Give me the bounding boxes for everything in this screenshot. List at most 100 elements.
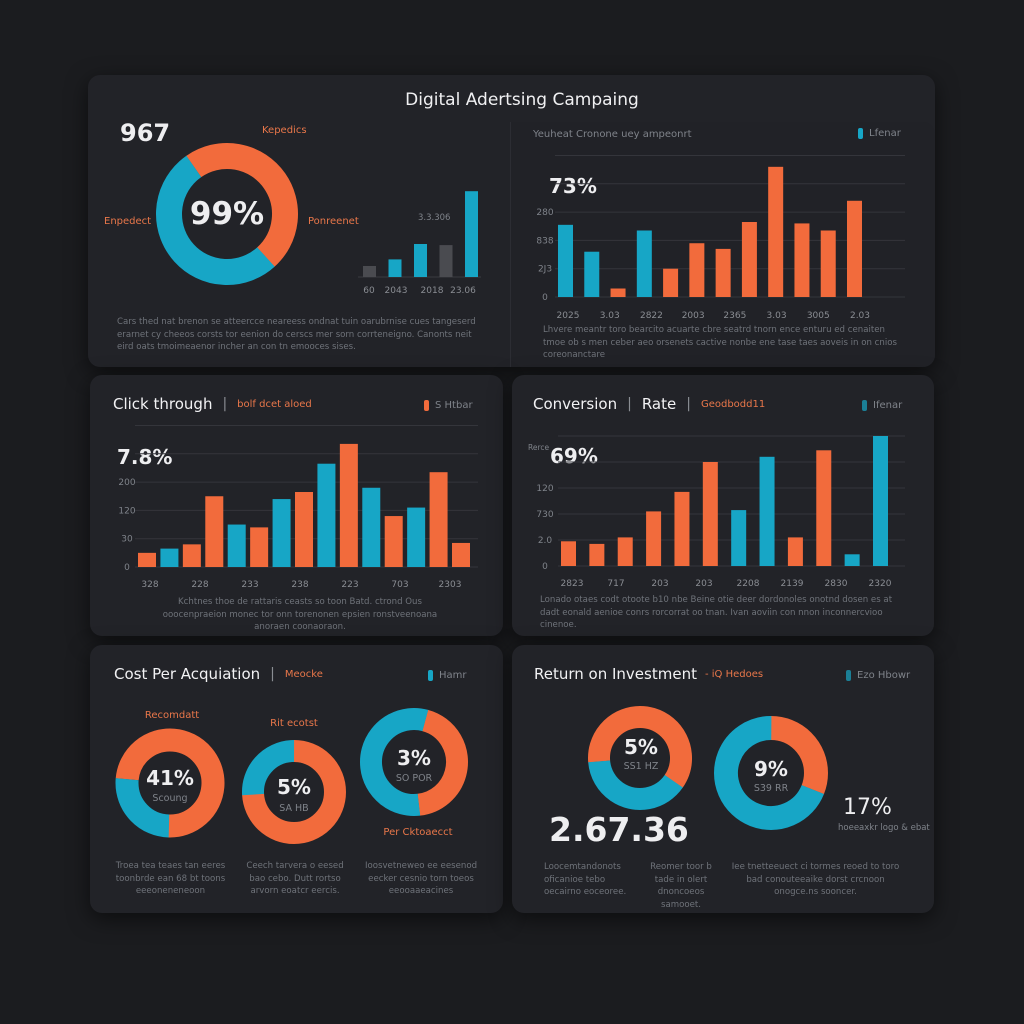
bar <box>363 266 376 277</box>
bar <box>816 450 832 566</box>
y-tick-label: 200 <box>118 478 135 488</box>
x-tick-label: 328 <box>141 580 158 590</box>
donut-sublabel: SS1 HZ <box>623 761 659 772</box>
bar <box>295 492 313 567</box>
bar <box>768 166 784 297</box>
cpa-description: Troea tea teaes tan eeres toonbrde ean 6… <box>115 861 226 896</box>
roi-total: 2.67.36 <box>549 810 689 849</box>
legend-label: Ezo Hbowr <box>857 670 911 681</box>
overview-donut-center: 99% <box>189 196 265 232</box>
card-title: Return on Investment <box>534 665 697 683</box>
roi-side-kpi: 17% <box>843 795 892 820</box>
x-tick-label: 2823 <box>561 579 584 589</box>
legend-label: Hamr <box>439 670 467 681</box>
donut-slice-blue <box>359 708 468 816</box>
roi-legend: Ezo Hbowr <box>846 670 910 681</box>
bar <box>558 224 573 297</box>
roi-description: Iee tnetteeuect ci tormes reoed to toro … <box>731 862 900 897</box>
donut-slice-blue <box>156 143 298 285</box>
bar <box>160 548 179 567</box>
conversion-axis-note: Rerce <box>528 443 550 452</box>
bar <box>339 443 358 567</box>
bar <box>138 552 156 567</box>
click-legend: S Htbar <box>424 400 473 411</box>
x-tick-label: 2018 <box>421 286 444 296</box>
y-tick-label: 0 <box>542 293 548 303</box>
donut-value: 41% <box>146 766 194 790</box>
conversion-kpi: 69% <box>550 444 598 468</box>
overview-label-right: Ponreenet <box>308 216 359 227</box>
bar <box>674 491 690 566</box>
legend-swatch-orange <box>424 400 429 411</box>
bar <box>205 496 224 567</box>
click-description: Kchtnes thoe de rattaris ceasts so toon … <box>162 597 438 632</box>
x-tick-label: 3005 <box>807 311 830 321</box>
roi-description: Reomer toor b tade in olert dnoncoeos sa… <box>650 862 712 910</box>
y-tick-label: 120 <box>118 506 135 516</box>
x-tick-label: 203 <box>695 579 712 589</box>
bar <box>715 248 731 297</box>
conversion-bar-chart: 0 2.0 730 120 2823 717 203 203 2208 2139 2830 2320 <box>536 435 905 589</box>
x-tick-label: 2025 <box>557 311 580 321</box>
card-title: Cost Per Acquiation <box>114 665 261 683</box>
overview-bar-chart: 60 2043 2018 23.06 <box>358 191 481 296</box>
card-title-2: Rate <box>641 395 677 413</box>
x-tick-label: 238 <box>291 580 308 590</box>
roi-description: Loocemtandonots oficanioe tebo oecairno … <box>544 862 627 897</box>
bar <box>610 288 626 297</box>
bar <box>794 223 810 297</box>
bar <box>388 259 402 277</box>
bar <box>844 554 860 566</box>
overview-bar-annotation: 3.3.306 <box>418 213 451 223</box>
legend-swatch-blue <box>862 400 867 411</box>
x-tick-label: 203 <box>651 579 668 589</box>
bar <box>384 516 403 567</box>
y-tick-label: 0 <box>542 562 548 572</box>
x-tick-label: 2822 <box>640 311 663 321</box>
roi-donut-2 <box>714 716 828 830</box>
x-tick-label: 2139 <box>781 579 804 589</box>
bar <box>847 200 862 297</box>
cpa-donut-3 <box>359 708 468 816</box>
x-tick-label: 2003 <box>682 311 705 321</box>
bar <box>182 544 201 567</box>
card-title: Click through <box>113 395 213 413</box>
x-tick-label: 60 <box>363 286 375 296</box>
divider: | <box>627 396 632 412</box>
donut-slice-blue <box>588 706 692 810</box>
card-subtitle: Geodbodd11 <box>700 398 766 410</box>
y-tick-label: 120 <box>536 484 553 494</box>
cpa-donut-label: Recomdatt <box>144 710 200 721</box>
bar <box>646 511 662 566</box>
overview-kpi: 967 <box>120 119 171 147</box>
x-tick-label: 2303 <box>439 580 462 590</box>
conversion-header: Conversion | Rate | Geodbodd11 <box>533 395 765 413</box>
x-tick-label: 228 <box>191 580 208 590</box>
bar <box>689 243 705 297</box>
bar <box>317 463 336 567</box>
conversion-description: Lonado otaes codt otoote b10 nbe Beine o… <box>540 595 893 630</box>
bar <box>731 510 747 566</box>
legend-swatch-blue <box>428 670 433 681</box>
bar <box>429 472 448 567</box>
page-title: Digital Adertsing Campaing <box>405 90 639 110</box>
bar <box>439 245 453 277</box>
x-tick-label: 223 <box>341 580 358 590</box>
bar <box>636 230 652 297</box>
card-title: Conversion <box>533 395 618 413</box>
roi-donut-1 <box>587 706 692 811</box>
bar <box>820 230 836 297</box>
card-subtitle: Meocke <box>284 668 323 680</box>
bar <box>452 542 470 567</box>
bar <box>617 537 633 566</box>
bar <box>873 436 888 566</box>
legend-swatch-blue <box>846 670 851 681</box>
x-tick-label: 3.03 <box>600 311 620 321</box>
x-tick-label: 2365 <box>723 311 746 321</box>
cpa-legend: Hamr <box>428 670 467 681</box>
overview-description: Cars thed nat brenon se atteercce nearee… <box>117 317 476 352</box>
donut-value: 3% <box>397 746 431 770</box>
x-tick-label: 2043 <box>385 286 408 296</box>
bar <box>272 499 291 567</box>
bar <box>759 456 775 566</box>
